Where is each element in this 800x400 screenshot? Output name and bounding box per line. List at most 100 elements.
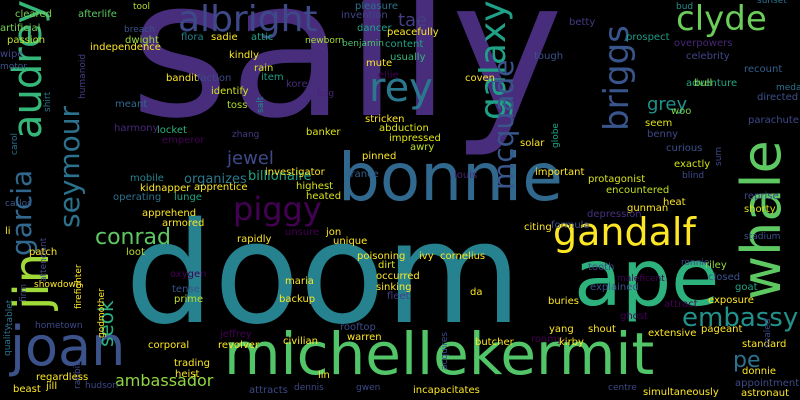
cloud-word: rapidly — [237, 234, 272, 245]
cloud-word: zhang — [232, 130, 260, 140]
cloud-word: sadie — [211, 32, 238, 43]
cloud-word: warren — [347, 332, 382, 343]
cloud-word: maleficent — [617, 274, 665, 284]
cloud-word: shout — [588, 324, 616, 335]
cloud-word: doom — [125, 193, 522, 356]
cloud-word: attracts — [249, 385, 288, 396]
cloud-word: rey — [369, 65, 433, 111]
cloud-word: content — [385, 39, 424, 50]
cloud-word: jill — [46, 381, 58, 392]
cloud-word: depression — [587, 209, 642, 220]
cloud-word: extensive — [648, 328, 697, 339]
cloud-word: bonnie — [338, 139, 563, 216]
cloud-word: globe — [551, 123, 561, 148]
cloud-word: bandit — [166, 73, 198, 84]
cloud-word: ghost — [620, 311, 648, 322]
cloud-word: sum — [714, 146, 724, 166]
cloud-word: beast — [13, 384, 41, 395]
cloud-word: overpowers — [674, 38, 733, 49]
cloud-word: rain — [254, 63, 274, 74]
cloud-word: adventure — [686, 78, 738, 89]
cloud-word: whale — [730, 140, 793, 300]
cloud-word: roomy — [531, 334, 563, 345]
cloud-word: fleet — [387, 291, 410, 302]
cloud-word: identify — [211, 86, 249, 97]
cloud-word: parachute — [748, 115, 799, 126]
cloud-word: pinned — [362, 151, 397, 162]
cloud-word: medal — [776, 83, 800, 93]
cloud-word: salt — [256, 96, 266, 113]
cloud-word: gwen — [356, 383, 381, 393]
cloud-word: wipe — [0, 49, 24, 60]
cloud-word: jeffrey — [220, 329, 252, 340]
cloud-word: da — [470, 287, 483, 298]
cloud-word: betty — [569, 17, 596, 28]
cloud-word: oxygen — [170, 269, 207, 280]
cloud-word: recount — [744, 64, 783, 75]
cloud-word: sealed — [763, 318, 773, 349]
cloud-word: bug — [317, 89, 335, 99]
cloud-word: conrad — [95, 225, 171, 250]
cloud-word: woo — [671, 106, 692, 117]
cloud-word: stricken — [365, 114, 405, 125]
cloud-word: solar — [520, 138, 545, 149]
cloud-word: cornelius — [440, 251, 486, 262]
cloud-word: awry — [410, 142, 435, 153]
cloud-word: buries — [548, 296, 579, 307]
cloud-word: simultaneously — [643, 387, 719, 398]
cloud-word: tooth — [588, 262, 615, 273]
cloud-word: reprise — [744, 191, 779, 202]
cloud-word: artificial — [0, 23, 41, 34]
cloud-word: maria — [285, 276, 314, 287]
cloud-word: carol — [10, 133, 20, 155]
cloud-word: banker — [306, 127, 341, 138]
cloud-word: incapacitates — [413, 385, 480, 396]
cloud-word: kirby — [559, 337, 584, 348]
cloud-word: benny — [647, 129, 679, 140]
cloud-word: toss — [227, 100, 248, 111]
cloud-word: heist — [175, 369, 200, 380]
cloud-word: celebrity — [686, 51, 730, 62]
cloud-word: apprentice — [194, 182, 248, 193]
cloud-word: exposure — [708, 295, 754, 306]
cloud-word: armored — [162, 218, 205, 229]
cloud-word: michellekermit — [224, 320, 655, 388]
cloud-word: emperor — [162, 135, 205, 146]
cloud-word: centre — [608, 383, 637, 393]
cloud-word: bull — [694, 78, 713, 89]
cloud-word: usually — [390, 52, 426, 63]
cloud-word: grey — [647, 94, 688, 115]
cloud-word: acquires — [440, 331, 450, 370]
cloud-word: standard — [742, 339, 787, 350]
cloud-word: piggy — [233, 190, 322, 228]
cloud-word: invention — [341, 10, 388, 21]
cloud-word: sally — [130, 0, 564, 160]
cloud-word: butcher — [475, 337, 514, 348]
cloud-word: harmony — [114, 123, 159, 134]
cloud-word: billionaire — [248, 169, 312, 184]
cloud-word: seymour — [53, 105, 86, 228]
cloud-word: investigator — [265, 167, 325, 178]
cloud-word: regardless — [36, 372, 89, 383]
cloud-word: goat — [735, 282, 758, 293]
cloud-word: formula — [551, 220, 590, 231]
cloud-word: jewel — [227, 148, 274, 169]
cloud-word: closed — [708, 272, 741, 283]
cloud-word: encountered — [606, 185, 670, 196]
cloud-word: backup — [279, 294, 316, 305]
cloud-word: passion — [7, 35, 46, 46]
cloud-word: directed — [757, 92, 799, 103]
cloud-word: pageant — [701, 324, 743, 335]
cloud-word: locket — [157, 125, 187, 136]
cloud-word: prime — [174, 294, 204, 305]
cloud-word: apprehend — [142, 208, 197, 219]
cloud-word: prospect — [626, 32, 670, 43]
cloud-word: organizes — [184, 172, 247, 187]
cloud-word: abduction — [379, 123, 429, 134]
cloud-word: dennis — [294, 383, 324, 393]
cloud-word: tough — [534, 51, 564, 62]
cloud-word: stadium — [744, 232, 781, 242]
cloud-word: rooftop — [340, 322, 376, 333]
cloud-word: showdown — [34, 280, 82, 290]
